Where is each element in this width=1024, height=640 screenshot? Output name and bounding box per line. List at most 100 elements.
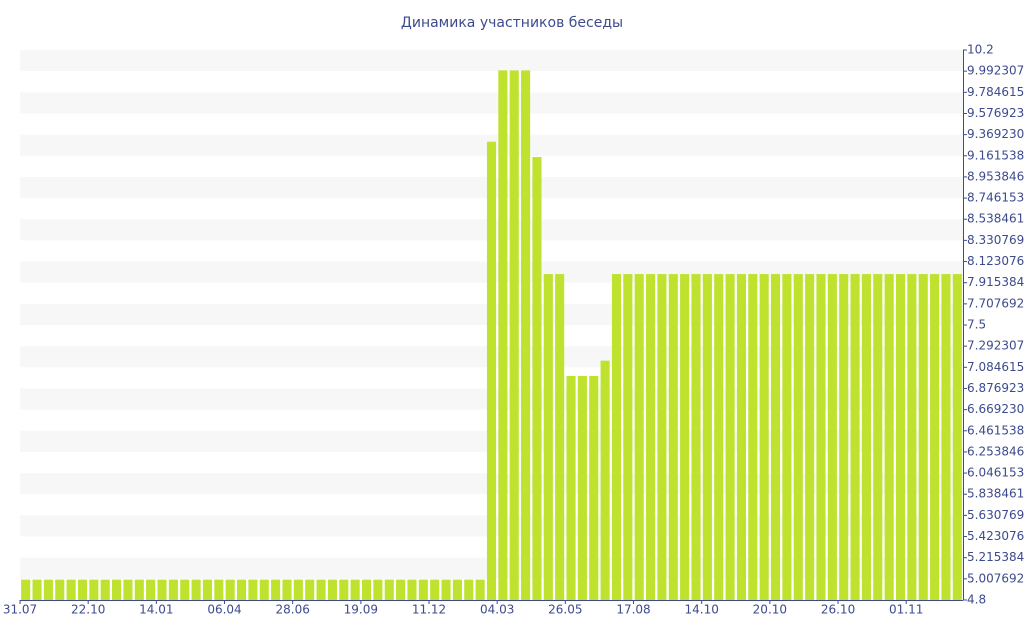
bar — [225, 579, 235, 600]
x-tick-label: 26.05 — [548, 603, 582, 617]
y-tick-label: 9.992307 — [967, 64, 1024, 78]
bar — [941, 274, 951, 600]
bar — [32, 579, 42, 600]
y-tick-label: 8.123076 — [967, 254, 1024, 268]
x-tick-label: 31.07 — [3, 603, 37, 617]
y-tick-label: 6.669230 — [967, 402, 1024, 416]
bar — [361, 579, 372, 600]
bar — [816, 274, 826, 600]
bar — [430, 579, 440, 600]
y-tick-label: 5.215384 — [967, 550, 1024, 564]
x-tick-label: 14.10 — [685, 603, 719, 617]
x-tick-label: 20.10 — [753, 603, 787, 617]
y-tick-label: 6.461538 — [967, 423, 1024, 437]
bar — [202, 579, 213, 600]
bar — [112, 579, 122, 600]
chart-title: Динамика участников беседы — [401, 15, 623, 31]
bar — [407, 579, 417, 600]
bar — [89, 579, 99, 600]
y-tick-label: 6.253846 — [967, 444, 1024, 458]
y-tick-label: 6.876923 — [967, 381, 1024, 395]
bar — [873, 274, 883, 600]
bar — [623, 274, 633, 600]
bar — [259, 579, 269, 600]
bar — [930, 274, 940, 600]
bar — [384, 579, 394, 600]
bar — [827, 274, 837, 600]
y-tick-label: 5.423076 — [967, 529, 1024, 543]
bar — [839, 274, 849, 600]
bar — [486, 141, 497, 600]
y-tick-label: 8.746153 — [967, 191, 1024, 205]
bar — [373, 579, 383, 600]
bar — [646, 274, 656, 600]
bar — [691, 274, 701, 600]
x-tick-label: 04.03 — [480, 603, 514, 617]
y-tick-label: 7.084615 — [967, 360, 1024, 374]
y-tick-label: 7.915384 — [967, 275, 1024, 289]
bar — [214, 579, 224, 600]
bar — [907, 274, 917, 600]
y-tick-label: 5.007692 — [967, 571, 1024, 585]
y-tick-label: 9.784615 — [967, 85, 1024, 99]
bar — [339, 579, 349, 600]
bar — [66, 579, 76, 600]
bar — [293, 579, 303, 600]
bar — [577, 375, 587, 600]
x-tick-label: 01.11 — [889, 603, 923, 617]
y-tick-label: 8.538461 — [967, 212, 1024, 226]
bar — [282, 579, 292, 600]
bar — [793, 274, 803, 600]
bar — [100, 579, 110, 600]
bar — [396, 579, 406, 600]
bar — [134, 579, 144, 600]
bar — [952, 274, 962, 600]
y-tick-label: 5.630769 — [967, 508, 1024, 522]
bar — [521, 70, 531, 601]
bar — [895, 274, 906, 600]
bar — [543, 274, 553, 600]
bar — [918, 274, 928, 600]
bar — [123, 579, 133, 600]
bar — [452, 579, 462, 600]
grid-band — [20, 92, 963, 114]
bar — [566, 375, 576, 600]
x-tick-label: 06.04 — [207, 603, 241, 617]
y-tick-label: 8.330769 — [967, 233, 1024, 247]
grid-band — [20, 50, 963, 72]
bar — [759, 274, 769, 600]
x-tick-label: 26.10 — [821, 603, 855, 617]
x-tick-label: 14.01 — [139, 603, 173, 617]
bar — [714, 274, 724, 600]
bar — [441, 579, 451, 600]
bar — [850, 274, 860, 600]
bar — [668, 274, 678, 600]
y-tick-label: 10.2 — [967, 43, 994, 57]
y-tick-label: 9.576923 — [967, 106, 1024, 120]
y-tick-label: 7.292307 — [967, 339, 1024, 353]
bar — [146, 579, 156, 600]
bar — [532, 156, 542, 600]
y-tick-label: 9.161538 — [967, 148, 1024, 162]
bar — [770, 274, 781, 600]
bar — [475, 579, 485, 600]
bar — [861, 274, 871, 600]
x-tick-label: 28.06 — [275, 603, 309, 617]
y-tick-label: 6.046153 — [967, 466, 1024, 480]
bar — [657, 274, 667, 600]
bar — [805, 274, 815, 600]
bar — [464, 579, 474, 600]
bar — [600, 360, 610, 600]
y-tick-label: 7.707692 — [967, 296, 1024, 310]
y-tick-label: 8.953846 — [967, 169, 1024, 183]
bar — [327, 579, 337, 600]
bar — [248, 579, 258, 600]
bar — [782, 274, 792, 600]
bar — [509, 70, 519, 601]
bar — [21, 579, 31, 600]
bar — [680, 274, 690, 600]
bar — [498, 70, 508, 601]
y-tick-label: 9.369230 — [967, 127, 1024, 141]
